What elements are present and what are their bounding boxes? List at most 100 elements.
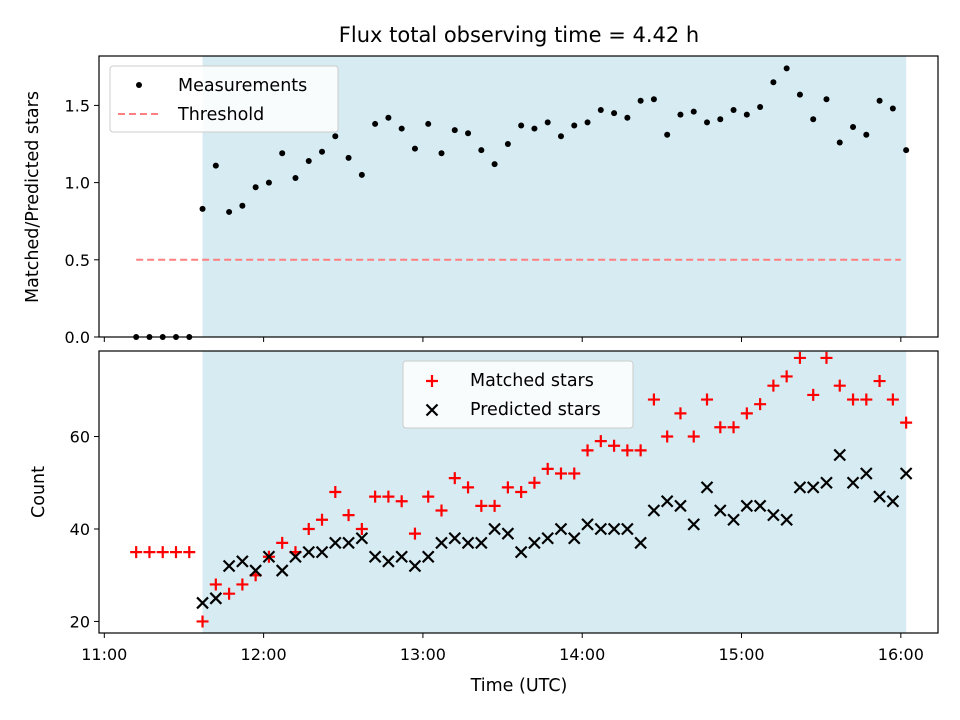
measurement-point bbox=[717, 116, 724, 123]
predicted-point bbox=[196, 596, 209, 610]
measurement-point bbox=[305, 157, 312, 164]
predicted-point bbox=[780, 513, 793, 527]
matched-point bbox=[740, 407, 753, 420]
matched-point bbox=[355, 522, 368, 535]
measurement-point bbox=[398, 125, 405, 132]
y-tick-label: 1.5 bbox=[65, 96, 90, 115]
predicted-point bbox=[368, 550, 382, 563]
matched-point bbox=[754, 398, 767, 411]
measurement-point bbox=[239, 202, 246, 209]
measurement-point bbox=[903, 147, 910, 154]
predicted-point bbox=[488, 522, 501, 536]
predicted-point bbox=[647, 504, 661, 517]
matched-point bbox=[727, 421, 740, 434]
predicted-point bbox=[873, 490, 886, 503]
matched-point bbox=[448, 472, 461, 485]
matched-point bbox=[833, 379, 846, 392]
matched-point bbox=[767, 379, 780, 392]
measurement-point bbox=[863, 131, 870, 138]
matched-point bbox=[793, 351, 806, 364]
predicted-point bbox=[621, 522, 634, 536]
matched-point bbox=[860, 393, 873, 406]
matched-point bbox=[395, 495, 408, 508]
matched-point bbox=[820, 351, 833, 364]
measurement-point bbox=[531, 125, 538, 132]
y-tick-label: 1.0 bbox=[65, 174, 90, 193]
matched-point bbox=[408, 527, 421, 540]
bottom-y-axis-label: Count bbox=[29, 466, 49, 518]
measurement-point bbox=[637, 97, 644, 104]
predicted-point bbox=[222, 559, 236, 573]
predicted-point bbox=[448, 531, 462, 545]
x-axis-label: Time (UTC) bbox=[470, 676, 568, 696]
matched-point bbox=[342, 509, 355, 522]
measurement-point bbox=[425, 120, 432, 127]
x-tick-label: 11:00 bbox=[81, 645, 127, 664]
x-tick-label: 14:00 bbox=[559, 645, 605, 664]
predicted-point bbox=[820, 476, 833, 490]
matched-point bbox=[621, 444, 634, 457]
matched-point bbox=[674, 407, 687, 420]
measurement-point bbox=[491, 161, 498, 168]
predicted-point bbox=[315, 545, 329, 559]
predicted-point bbox=[554, 522, 568, 536]
y-tick-label: 40 bbox=[70, 520, 90, 539]
plot-frame bbox=[98, 350, 939, 634]
legend-marker-measurements bbox=[136, 82, 142, 88]
measurement-point bbox=[372, 120, 379, 127]
measurement-point bbox=[743, 111, 750, 118]
measurement-point bbox=[292, 174, 299, 181]
predicted-point bbox=[262, 550, 276, 563]
predicted-point bbox=[435, 536, 448, 550]
matched-point bbox=[581, 444, 594, 457]
measurement-point bbox=[544, 119, 551, 126]
legend-box bbox=[402, 360, 634, 429]
measurement-point bbox=[478, 147, 485, 154]
measurement-point bbox=[783, 65, 790, 72]
legend-marker-predicted bbox=[425, 403, 439, 417]
bottom-panel: 20 40 60 11:00 12:00 13:00 14:00 15:00 16:00 Matc… bbox=[70, 350, 939, 664]
matched-point bbox=[714, 421, 727, 434]
predicted-point bbox=[700, 481, 714, 494]
predicted-point bbox=[329, 536, 342, 550]
measurement-point bbox=[823, 96, 830, 103]
predicted-point bbox=[687, 518, 701, 531]
measurement-point bbox=[810, 116, 817, 123]
matched-point bbox=[156, 546, 169, 559]
matched-point bbox=[130, 546, 143, 559]
measurement-point bbox=[730, 107, 737, 114]
predicted-point bbox=[899, 467, 913, 480]
matched-point bbox=[515, 486, 528, 498]
top-panel: 0.0 0.5 1.0 1.5 Measurements Threshold bbox=[65, 55, 939, 347]
predicted-point bbox=[806, 481, 820, 494]
matched-point bbox=[847, 393, 860, 406]
matched-point bbox=[276, 536, 289, 549]
measurement-point bbox=[677, 111, 684, 118]
matched-point bbox=[302, 522, 315, 535]
measurement-point bbox=[252, 184, 259, 191]
matched-point bbox=[554, 467, 567, 480]
predicted-point bbox=[541, 531, 554, 545]
measurement-point bbox=[650, 96, 657, 103]
measurement-point bbox=[319, 148, 326, 155]
measurement-point bbox=[212, 162, 219, 169]
predicted-point bbox=[275, 564, 289, 577]
matched-point bbox=[528, 476, 541, 489]
legend-label-matched: Matched stars bbox=[470, 371, 594, 391]
x-tick-label: 15:00 bbox=[718, 645, 764, 664]
top-y-axis-label: Matched/Predicted stars bbox=[23, 91, 43, 303]
legend-box bbox=[109, 65, 339, 133]
measurement-point bbox=[438, 150, 445, 157]
matched-point bbox=[462, 481, 475, 494]
predicted-point bbox=[395, 550, 408, 563]
matched-point bbox=[701, 393, 714, 406]
chart-title: Flux total observing time = 4.42 h bbox=[339, 23, 699, 47]
matched-point bbox=[647, 393, 660, 406]
y-tick-label: 20 bbox=[70, 612, 90, 631]
predicted-point bbox=[860, 467, 873, 480]
matched-point bbox=[329, 486, 342, 498]
predicted-point bbox=[302, 545, 316, 559]
matched-point bbox=[435, 504, 448, 517]
x-tick-label: 13:00 bbox=[400, 645, 446, 664]
measurement-point bbox=[265, 179, 272, 186]
